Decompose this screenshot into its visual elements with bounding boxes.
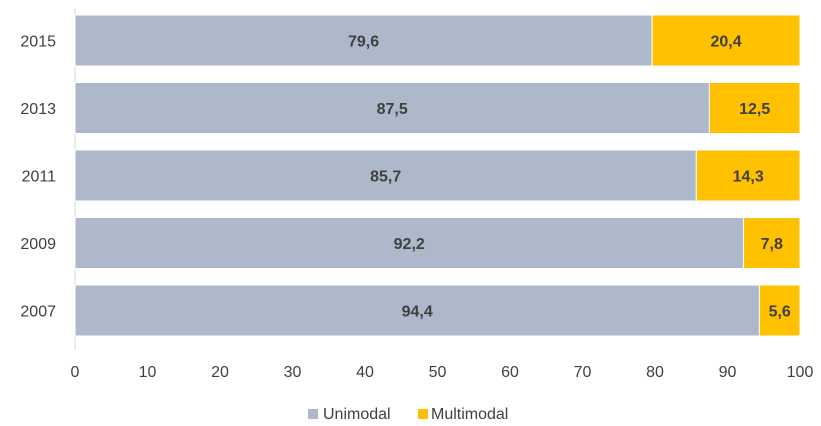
data-label-unimodal-2015: 79,6 [348,34,379,51]
x-tick-label-40: 40 [356,364,374,381]
bar-multimodal-2013 [708,82,801,134]
legend: Unimodal Multimodal [308,406,508,423]
data-labels-layer: 79,6 20,4 87,5 12,5 85,7 14,3 92,2 7,8 94,4 5,6 [348,34,791,321]
data-label-unimodal-2009: 92,2 [394,236,425,253]
data-label-multimodal-2015: 20,4 [710,34,741,51]
bar-multimodal-2009 [742,217,801,269]
x-tick-label-20: 20 [211,364,229,381]
category-label-2011: 2011 [22,169,57,186]
x-tick-label-90: 90 [719,364,737,381]
data-label-multimodal-2013: 12,5 [739,101,770,118]
category-label-2007: 2007 [20,304,56,321]
data-label-unimodal-2011: 85,7 [370,169,401,186]
x-tick-label-80: 80 [646,364,664,381]
bar-unimodal-2013 [74,82,710,134]
legend-label-unimodal: Unimodal [323,406,391,423]
x-tick-label-100: 100 [787,364,814,381]
data-label-multimodal-2011: 14,3 [733,169,764,186]
x-tick-label-30: 30 [284,364,302,381]
category-label-2015: 2015 [20,34,56,51]
x-tick-label-0: 0 [71,364,80,381]
x-tick-label-10: 10 [139,364,157,381]
bar-multimodal-2011 [695,149,801,202]
legend-swatch-unimodal [308,409,318,419]
x-tick-label-60: 60 [501,364,519,381]
x-tick-label-50: 50 [429,364,447,381]
x-axis-ticks: 0 10 20 30 40 50 60 70 80 90 100 [71,364,814,381]
x-tick-label-70: 70 [574,364,592,381]
data-label-multimodal-2009: 7,8 [761,236,783,253]
bars-layer [74,14,801,337]
data-label-unimodal-2013: 87,5 [377,101,408,118]
category-labels: 2015 2013 2011 2009 2007 [20,34,56,321]
bar-multimodal-2007 [758,284,801,337]
data-label-unimodal-2007: 94,4 [402,304,433,321]
bar-unimodal-2015 [74,14,653,67]
legend-swatch-multimodal [418,409,428,419]
category-label-2013: 2013 [20,101,56,118]
category-label-2009: 2009 [20,236,56,253]
legend-label-multimodal: Multimodal [431,406,508,423]
data-label-multimodal-2007: 5,6 [769,304,791,321]
bar-multimodal-2015 [651,14,801,67]
bar-unimodal-2007 [74,284,760,337]
